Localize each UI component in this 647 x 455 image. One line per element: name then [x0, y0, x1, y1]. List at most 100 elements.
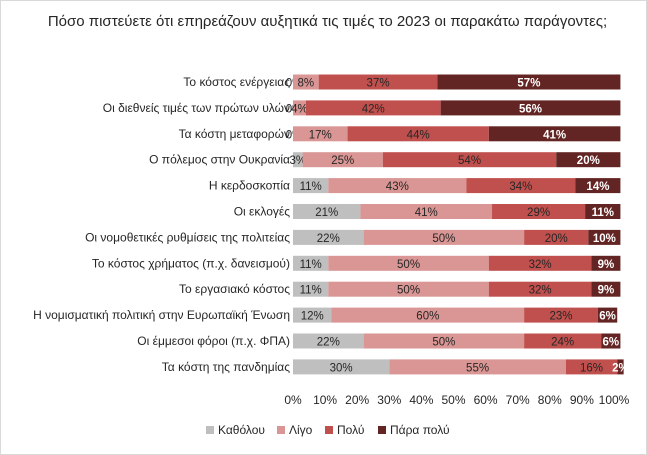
data-label: 11% [300, 285, 322, 297]
data-label: 41% [415, 207, 438, 219]
bar-segment [305, 100, 441, 116]
data-label: 16% [580, 362, 603, 374]
category-label: Οι εκλογές [234, 205, 291, 219]
data-label: 54% [458, 155, 481, 167]
data-label: 9% [598, 285, 615, 297]
bar-segment [382, 152, 557, 168]
bar-segment [318, 74, 438, 90]
data-label: 50% [397, 259, 420, 271]
bar-segment [293, 100, 306, 116]
data-label: 17% [309, 129, 332, 141]
bar-segment [524, 333, 602, 349]
data-label: 12% [301, 311, 324, 323]
bar-segment [440, 100, 621, 116]
data-label: 34% [509, 181, 532, 193]
data-label: 32% [529, 259, 552, 271]
bar-segment [601, 333, 621, 349]
data-label: 11% [300, 181, 322, 193]
bar-segment [293, 281, 329, 297]
data-label: 25% [331, 155, 354, 167]
bar-segment [293, 333, 364, 349]
data-label: 29% [527, 207, 550, 219]
data-label: 30% [330, 362, 353, 374]
legend-label: Καθόλου [218, 423, 265, 437]
x-tick-label: 60% [474, 393, 498, 407]
bar-segment [591, 281, 621, 297]
data-label: 50% [397, 285, 420, 297]
data-label: 22% [317, 337, 340, 349]
data-label: 60% [416, 311, 439, 323]
x-tick-label: 80% [538, 393, 562, 407]
bar-segment [597, 307, 618, 323]
bar-segment [524, 229, 589, 245]
category-label: Το κόστος χρήματος (π.χ. δανεισμού) [92, 256, 290, 270]
bar-segment [360, 204, 493, 219]
data-label: 23% [550, 311, 573, 323]
category-label: Οι έμμεσοι φόροι (π.χ. ΦΠΑ) [137, 334, 290, 348]
category-label: Τα κόστη της πανδημίας [162, 360, 290, 374]
data-label: 41% [543, 129, 566, 141]
bar-segment [293, 178, 329, 194]
bar-segment [293, 229, 364, 245]
legend-swatch [378, 426, 386, 434]
data-label: 44% [407, 129, 430, 141]
data-label: 4% [291, 103, 308, 115]
category-label: Το κόστος ενέργειας [183, 75, 290, 89]
bar-segment [293, 307, 332, 323]
data-label: 11% [592, 207, 614, 219]
category-label: Η κερδοσκοπία [209, 179, 290, 193]
bar-segment [293, 74, 319, 90]
legend-swatch [277, 426, 285, 434]
bar-segment [328, 178, 467, 194]
data-label: 10% [593, 233, 616, 245]
bar-segment [328, 255, 489, 271]
data-label: 20% [545, 233, 568, 245]
bar-segment [585, 204, 621, 219]
bar-segment [565, 359, 618, 375]
x-tick-label: 20% [345, 393, 369, 407]
bar-segment [363, 229, 525, 245]
bar-segment [293, 204, 361, 219]
bar-segment [466, 178, 576, 194]
bar-segment [302, 152, 383, 168]
legend-label: Πολύ [337, 423, 364, 437]
x-tick-label: 50% [441, 393, 465, 407]
data-label: 50% [432, 337, 455, 349]
data-label: 43% [386, 181, 409, 193]
category-label: Ο πόλεμος στην Ουκρανία [149, 153, 290, 167]
bar-segment [363, 333, 525, 349]
data-label: 42% [362, 103, 385, 115]
legend-label: Λίγο [289, 423, 313, 437]
legend-swatch [325, 426, 333, 434]
data-label: 6% [599, 311, 616, 323]
bar-segment [575, 178, 621, 194]
data-label: 6% [602, 337, 619, 349]
data-label: 32% [529, 285, 552, 297]
x-tick-label: 90% [570, 393, 594, 407]
bar-segment [437, 74, 621, 90]
data-label: 37% [367, 78, 390, 90]
bar-segment [617, 359, 624, 375]
data-label: 56% [519, 103, 542, 115]
category-label: Τα κόστη μεταφορών [179, 127, 290, 141]
data-label: 8% [298, 78, 315, 90]
bar-segment [588, 229, 621, 245]
category-label: Οι νομοθετικές ρυθμίσεις της πολιτείας [85, 230, 290, 244]
bar-segment [488, 126, 621, 142]
bar-segment [524, 307, 598, 323]
bar-segment [328, 281, 489, 297]
bar-segment [293, 359, 390, 375]
bar-segment [293, 126, 348, 142]
x-tick-label: 0% [284, 393, 302, 407]
data-label: 22% [317, 233, 340, 245]
data-label: 55% [466, 362, 489, 374]
data-label: 57% [517, 78, 540, 90]
bar-segment [331, 307, 525, 323]
bar-segment [488, 255, 592, 271]
data-label: 11% [300, 259, 322, 271]
data-label: 20% [577, 155, 600, 167]
data-label: 14% [586, 181, 609, 193]
category-label: Οι διεθνείς τιμές των πρώτων υλών [103, 101, 290, 115]
legend-swatch [206, 426, 214, 434]
